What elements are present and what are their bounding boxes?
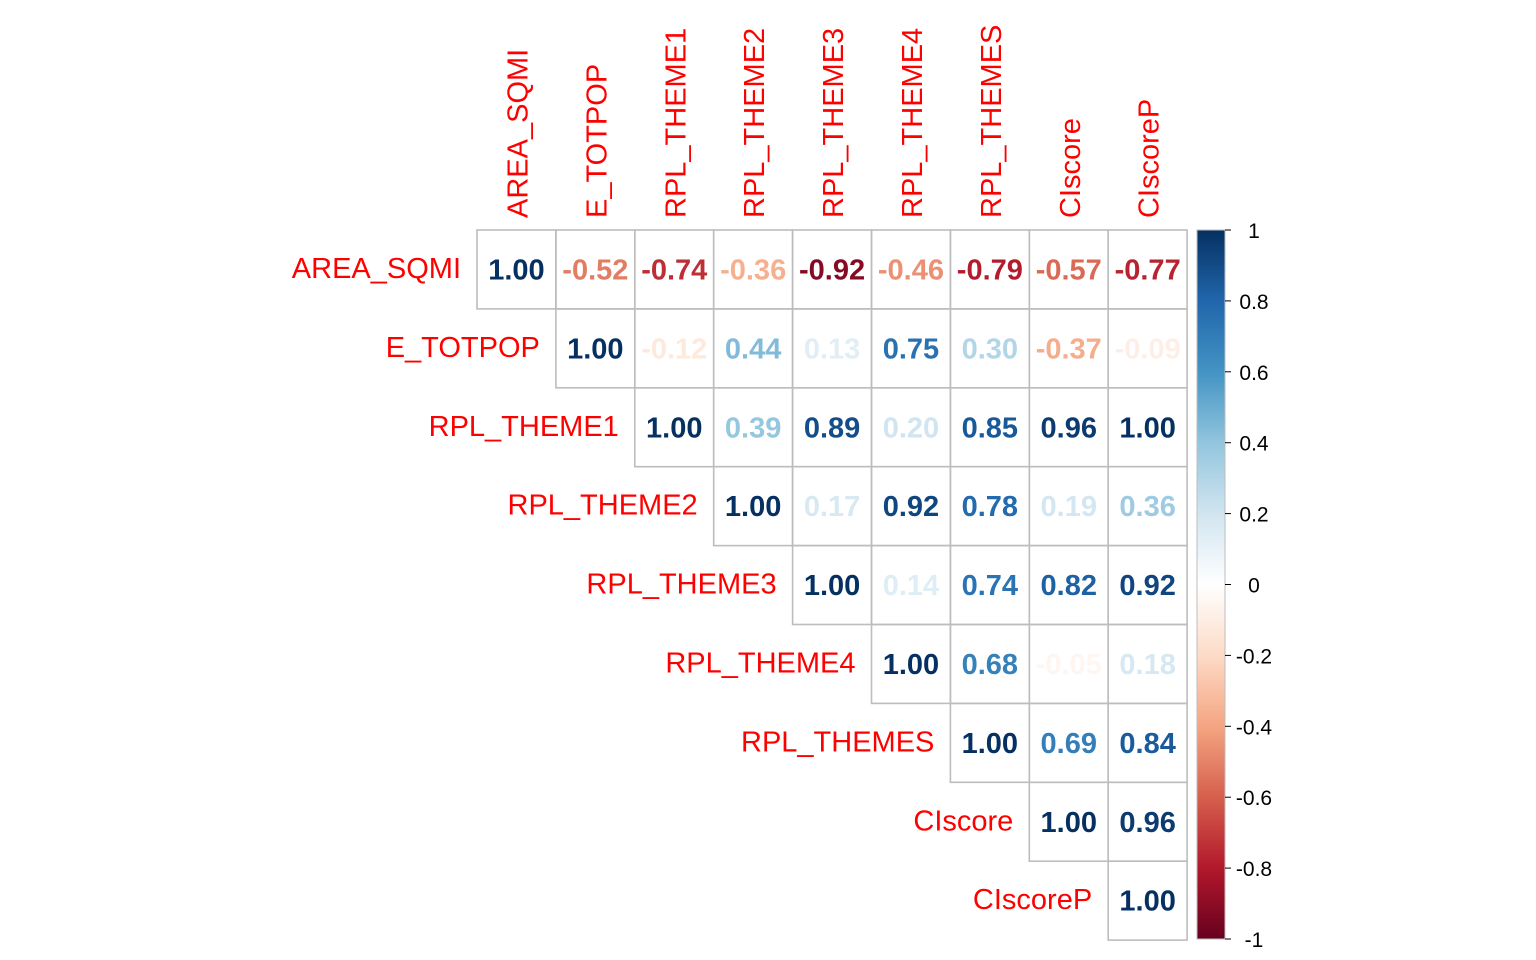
cell-value: -0.57 xyxy=(1036,254,1102,286)
cell-value: 0.14 xyxy=(883,570,939,602)
cell-value: -0.46 xyxy=(878,254,944,286)
cell-values: 1.00 -0.52 -0.74 -0.36 -0.92 -0.46 -0.79 -0.57-… xyxy=(488,254,1180,917)
cell-value: -0.92 xyxy=(799,254,865,286)
cell-value: 1.00 xyxy=(1041,807,1097,839)
cell-value: 1.00 xyxy=(1119,886,1175,918)
cell-value: 0.85 xyxy=(962,412,1018,444)
cell-value: -0.36 xyxy=(720,254,786,286)
cell-value: 1.00 xyxy=(725,491,781,523)
colorbar-tick-label: 1 xyxy=(1248,220,1260,243)
colorbar-tick-label: 0.6 xyxy=(1239,362,1268,385)
cell-value: -0.77 xyxy=(1115,254,1181,286)
cell-value: -0.52 xyxy=(562,254,628,286)
cell-value: 0.68 xyxy=(962,649,1018,681)
cell-value: 1.00 xyxy=(488,254,544,286)
row-label: AREA_SQMI xyxy=(292,253,461,285)
cell-value: 0.75 xyxy=(883,333,939,365)
row-label: RPL_THEME2 xyxy=(508,490,698,522)
cell-value: -0.74 xyxy=(641,254,707,286)
row-label: RPL_THEME4 xyxy=(665,648,855,680)
cell-value: 1.00 xyxy=(804,570,860,602)
column-labels: AREA_SQMI E_TOTPOP RPL_THEME1 RPL_THEME2 RPL… xyxy=(502,25,1165,218)
column-label: RPL_THEME2 xyxy=(739,28,771,218)
cell-value: 0.92 xyxy=(1119,570,1175,602)
cell-value: 0.39 xyxy=(725,412,781,444)
colorbar-tick-label: -1 xyxy=(1245,929,1264,952)
cell-border xyxy=(1107,860,1188,941)
colorbar-tick-label: 0.4 xyxy=(1239,433,1269,456)
cell-value: 0.36 xyxy=(1119,491,1175,523)
cell-value: 0.78 xyxy=(962,491,1018,523)
row-labels: AREA_SQMI E_TOTPOP RPL_THEME1 RPL_THEME2 RPL… xyxy=(292,253,1092,916)
cell-value: 1.00 xyxy=(883,649,939,681)
grid-lines xyxy=(476,229,1188,941)
cell-value: 0.82 xyxy=(1041,570,1097,602)
column-label: RPL_THEME4 xyxy=(897,28,929,218)
row-label: E_TOTPOP xyxy=(386,332,540,364)
cell-value: 0.96 xyxy=(1119,807,1175,839)
cell-value: 0.92 xyxy=(883,491,939,523)
cell-value: 0.44 xyxy=(725,333,781,365)
colorbar-gradient xyxy=(1196,229,1226,940)
column-label: CIscore xyxy=(1055,118,1087,218)
cell-value: 1.00 xyxy=(962,728,1018,760)
cell-value: 0.69 xyxy=(1041,728,1097,760)
row-label: CIscore xyxy=(913,805,1013,837)
row-label: CIscoreP xyxy=(973,884,1092,916)
cell-value: 0.30 xyxy=(962,333,1018,365)
cell-value: -0.12 xyxy=(641,333,707,365)
column-label: AREA_SQMI xyxy=(502,49,534,218)
row-label: RPL_THEMES xyxy=(741,726,934,758)
cell-value: 0.19 xyxy=(1041,491,1097,523)
cell-value: 0.89 xyxy=(804,412,860,444)
cell-value: 1.00 xyxy=(1119,412,1175,444)
cell-value: 0.96 xyxy=(1041,412,1097,444)
colorbar: 1 0.8 0.6 0.4 0.2 0 -0.2 -0.4 -0.6 -0.8 -1 xyxy=(1196,220,1273,952)
cell-value: -0.37 xyxy=(1036,333,1102,365)
column-label: CIscoreP xyxy=(1134,99,1166,218)
colorbar-tick-label: -0.2 xyxy=(1236,645,1272,668)
cell-value: 0.20 xyxy=(883,412,939,444)
cell-value: 1.00 xyxy=(646,412,702,444)
row-label: RPL_THEME1 xyxy=(429,411,619,443)
colorbar-tick-label: -0.6 xyxy=(1236,787,1272,810)
cell-value: 0.74 xyxy=(962,570,1018,602)
cell-value: -0.79 xyxy=(957,254,1023,286)
column-label: E_TOTPOP xyxy=(581,64,613,218)
cell-value: 0.84 xyxy=(1119,728,1175,760)
cell-value: 0.17 xyxy=(804,491,860,523)
colorbar-tick-label: 0.8 xyxy=(1239,291,1268,314)
column-label: RPL_THEME3 xyxy=(818,28,850,218)
cell-value: 0.18 xyxy=(1119,649,1175,681)
cell-value: -0.09 xyxy=(1115,333,1181,365)
cell-value: 1.00 xyxy=(567,333,623,365)
cell-value: -0.05 xyxy=(1036,649,1102,681)
row-label: RPL_THEME3 xyxy=(586,569,776,601)
colorbar-tick-label: -0.8 xyxy=(1236,858,1272,881)
colorbar-tick-label: 0 xyxy=(1248,575,1260,598)
cell-value: 0.13 xyxy=(804,333,860,365)
colorbar-tick-label: -0.4 xyxy=(1236,716,1273,739)
column-label: RPL_THEMES xyxy=(976,25,1008,218)
colorbar-tick-label: 0.2 xyxy=(1239,504,1268,527)
column-label: RPL_THEME1 xyxy=(660,28,692,218)
